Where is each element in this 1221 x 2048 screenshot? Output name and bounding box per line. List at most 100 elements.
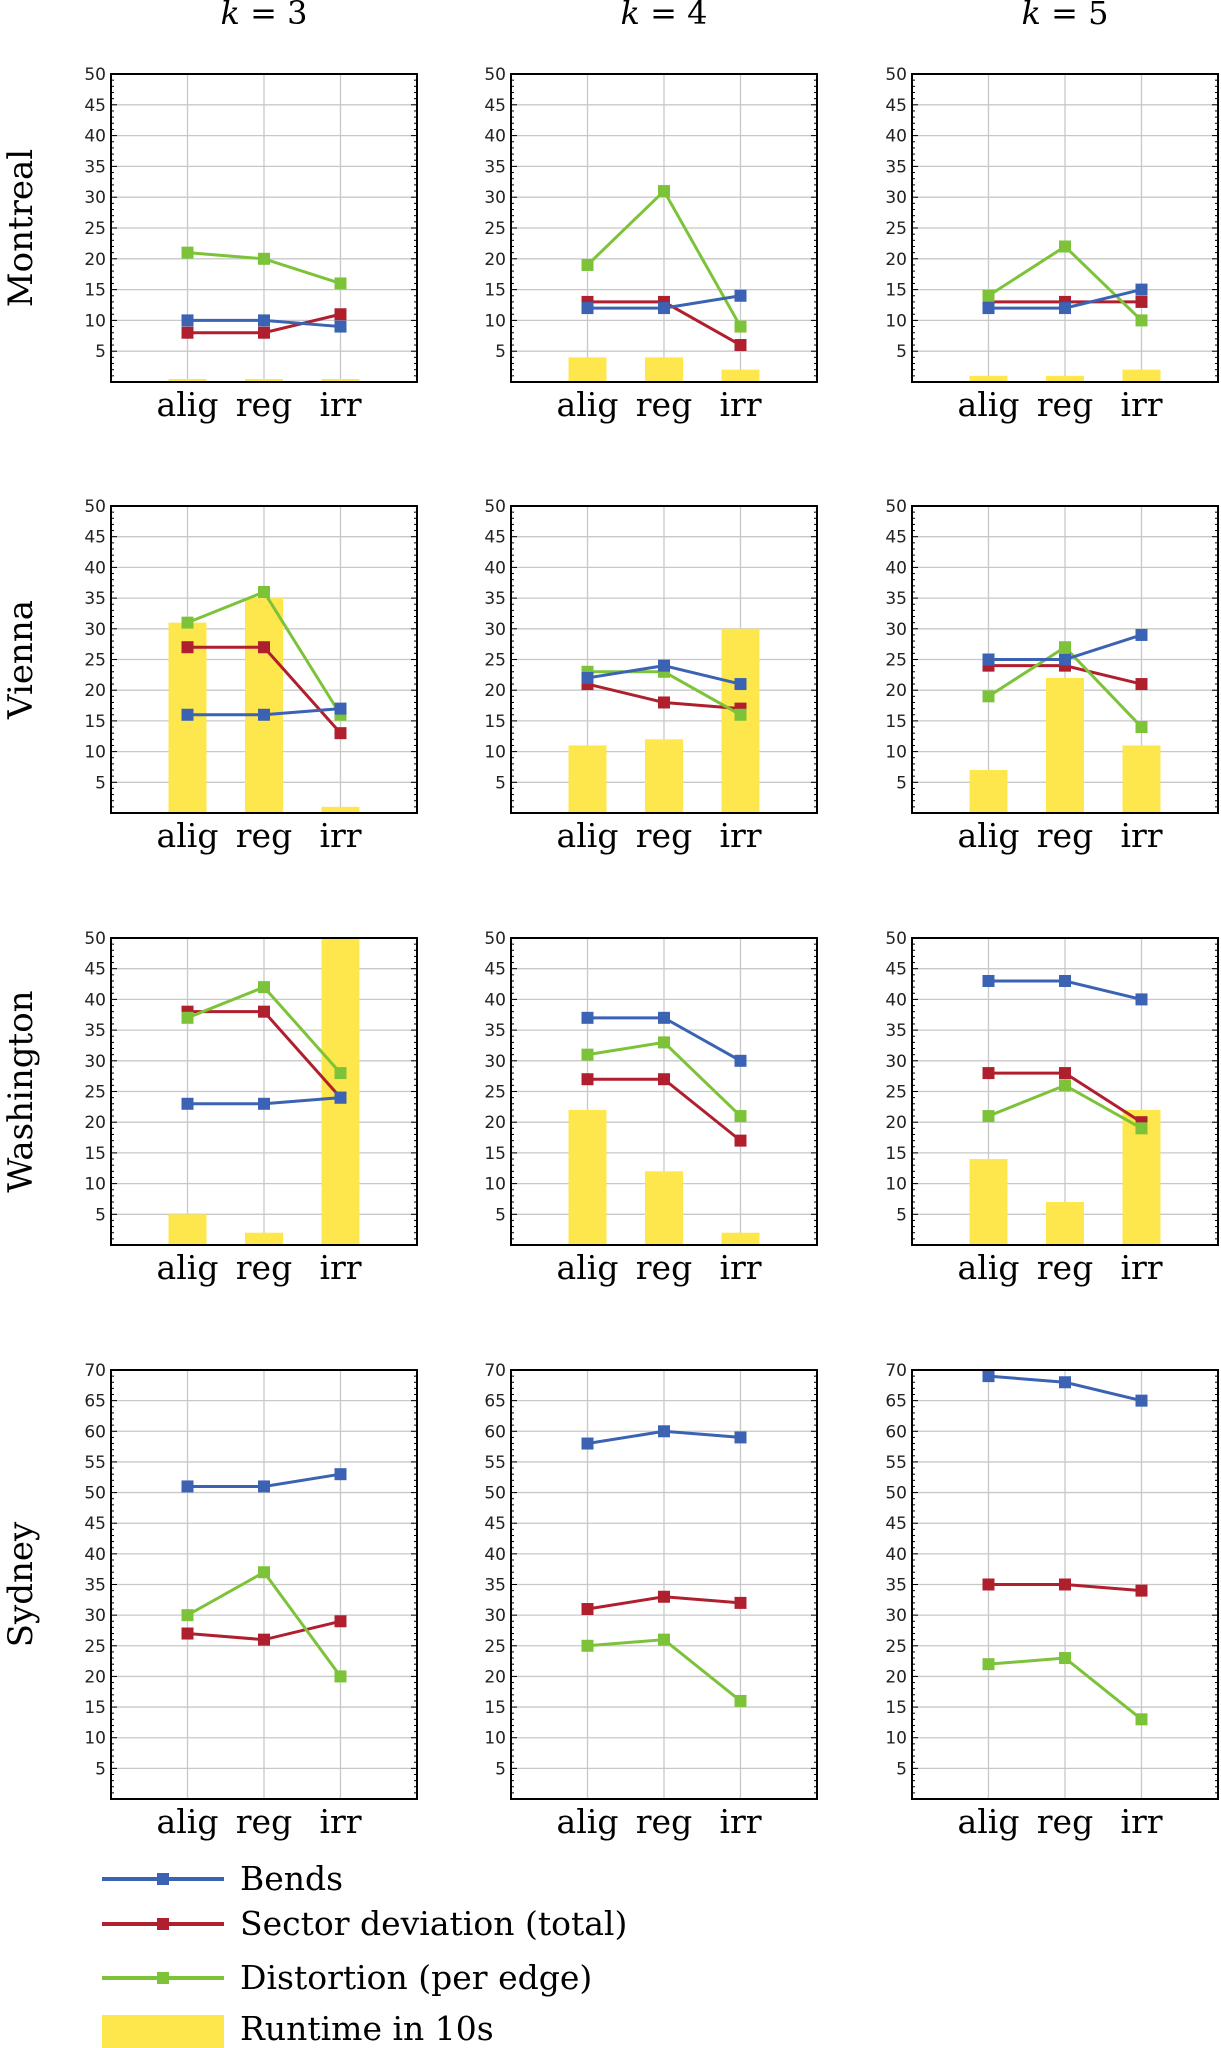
data-point-distortion [1059, 1079, 1071, 1092]
data-point-bends [334, 320, 347, 333]
data-point-bends [734, 678, 747, 691]
data-point-sector [658, 696, 670, 709]
data-point-distortion [734, 320, 747, 333]
legend-label: Runtime in 10s [240, 2009, 494, 2048]
data-point-distortion [334, 1067, 347, 1080]
y-tick-label: 15 [84, 712, 106, 732]
y-tick-label: 40 [885, 1545, 907, 1565]
panel-sydney-k3: 5 10 15 20 25 30 35 40 45 50 55 60 65 70 alig reg irr [84, 1361, 418, 1841]
y-tick-label: 5 [495, 342, 506, 362]
y-tick-label: 35 [885, 1021, 907, 1041]
y-tick-label: 35 [84, 1021, 106, 1041]
row-title: Sydney [1, 1521, 41, 1647]
x-tick-label: reg [636, 385, 692, 424]
data-point-distortion [181, 616, 194, 629]
y-tick-label: 35 [84, 157, 106, 177]
data-point-distortion [982, 1658, 995, 1671]
y-tick-label: 40 [885, 990, 907, 1010]
y-tick-label: 20 [484, 681, 506, 701]
data-point-sector [1135, 1584, 1148, 1597]
panel-sydney-k4: 5 10 15 20 25 30 35 40 45 50 55 60 65 70 alig reg irr [484, 1361, 818, 1841]
y-tick-label: 70 [885, 1361, 907, 1381]
data-point-distortion [258, 252, 270, 265]
data-point-bends [181, 1097, 194, 1110]
runtime-bar [321, 938, 360, 1245]
y-tick-label: 45 [84, 1514, 106, 1534]
data-point-bends [581, 302, 594, 315]
data-point-distortion [1135, 314, 1148, 327]
runtime-bar [568, 1109, 607, 1245]
data-point-sector [258, 326, 270, 339]
y-tick-label: 35 [484, 1576, 506, 1596]
data-point-sector [258, 641, 270, 654]
y-tick-label: 10 [885, 311, 907, 331]
runtime-bar [1122, 745, 1161, 813]
y-tick-label: 50 [484, 929, 506, 949]
x-tick-label: irr [719, 816, 761, 855]
y-tick-label: 15 [484, 281, 506, 301]
y-tick-label: 15 [84, 281, 106, 301]
panel-sydney-k5: 5 10 15 20 25 30 35 40 45 50 55 60 65 70 alig reg irr [885, 1361, 1219, 1841]
plot-frame [110, 505, 418, 814]
runtime-bar [321, 379, 360, 382]
y-tick-label: 45 [484, 96, 506, 116]
data-point-distortion [581, 258, 594, 271]
runtime-bar [245, 598, 283, 813]
x-tick-label: alig [157, 1802, 219, 1841]
y-tick-label: 10 [84, 311, 106, 331]
y-tick-label: 5 [95, 1205, 106, 1225]
data-point-bends [258, 1480, 270, 1493]
y-tick-label: 10 [84, 1729, 106, 1749]
y-tick-label: 15 [885, 281, 907, 301]
plot-frame [911, 937, 1219, 1246]
y-tick-label: 15 [885, 712, 907, 732]
y-tick-label: 25 [484, 1083, 506, 1103]
y-tick-label: 45 [84, 96, 106, 116]
data-point-distortion [334, 1670, 347, 1683]
runtime-bar [168, 1214, 207, 1245]
data-point-sector [1135, 295, 1148, 308]
data-point-sector [581, 1073, 594, 1086]
x-tick-label: alig [557, 1802, 619, 1841]
y-tick-label: 20 [484, 1667, 506, 1687]
y-tick-label: 50 [484, 1484, 506, 1504]
y-tick-label: 20 [885, 681, 907, 701]
data-point-distortion [258, 981, 270, 994]
y-tick-label: 55 [84, 1453, 106, 1473]
plot-frame [510, 73, 818, 383]
y-tick-label: 50 [885, 65, 907, 85]
y-tick-label: 35 [84, 589, 106, 609]
column-title: k = 4 [621, 0, 708, 32]
y-tick-label: 50 [84, 65, 106, 85]
y-tick-label: 20 [84, 681, 106, 701]
x-tick-label: irr [1120, 1802, 1162, 1841]
data-point-distortion [658, 185, 670, 198]
data-point-distortion [1135, 1713, 1148, 1726]
data-point-bends [181, 314, 194, 327]
panel-vienna-k3: 5 10 15 20 25 30 35 40 45 50 alig reg irr [84, 497, 418, 855]
legend-swatch-runtime [102, 2015, 224, 2048]
plot-frame [110, 73, 418, 383]
y-tick-label: 40 [484, 990, 506, 1010]
data-point-bends [1059, 302, 1071, 315]
data-point-distortion [258, 585, 270, 598]
plot-frame [510, 505, 818, 814]
x-tick-label: irr [319, 1248, 361, 1287]
runtime-bar [1046, 1202, 1084, 1245]
y-tick-label: 10 [84, 1175, 106, 1195]
y-tick-label: 40 [885, 127, 907, 147]
data-point-distortion [258, 1566, 270, 1579]
x-tick-label: reg [636, 1248, 692, 1287]
x-tick-label: alig [958, 1248, 1020, 1287]
y-tick-label: 50 [484, 497, 506, 517]
runtime-bar [568, 745, 607, 813]
data-point-bends [658, 659, 670, 672]
y-tick-label: 10 [885, 743, 907, 763]
y-tick-label: 15 [84, 1698, 106, 1718]
data-point-distortion [658, 1036, 670, 1049]
data-point-sector [181, 641, 194, 654]
data-point-bends [581, 1011, 594, 1024]
y-tick-label: 40 [84, 1545, 106, 1565]
data-point-bends [982, 974, 995, 987]
runtime-bar [1122, 369, 1161, 382]
